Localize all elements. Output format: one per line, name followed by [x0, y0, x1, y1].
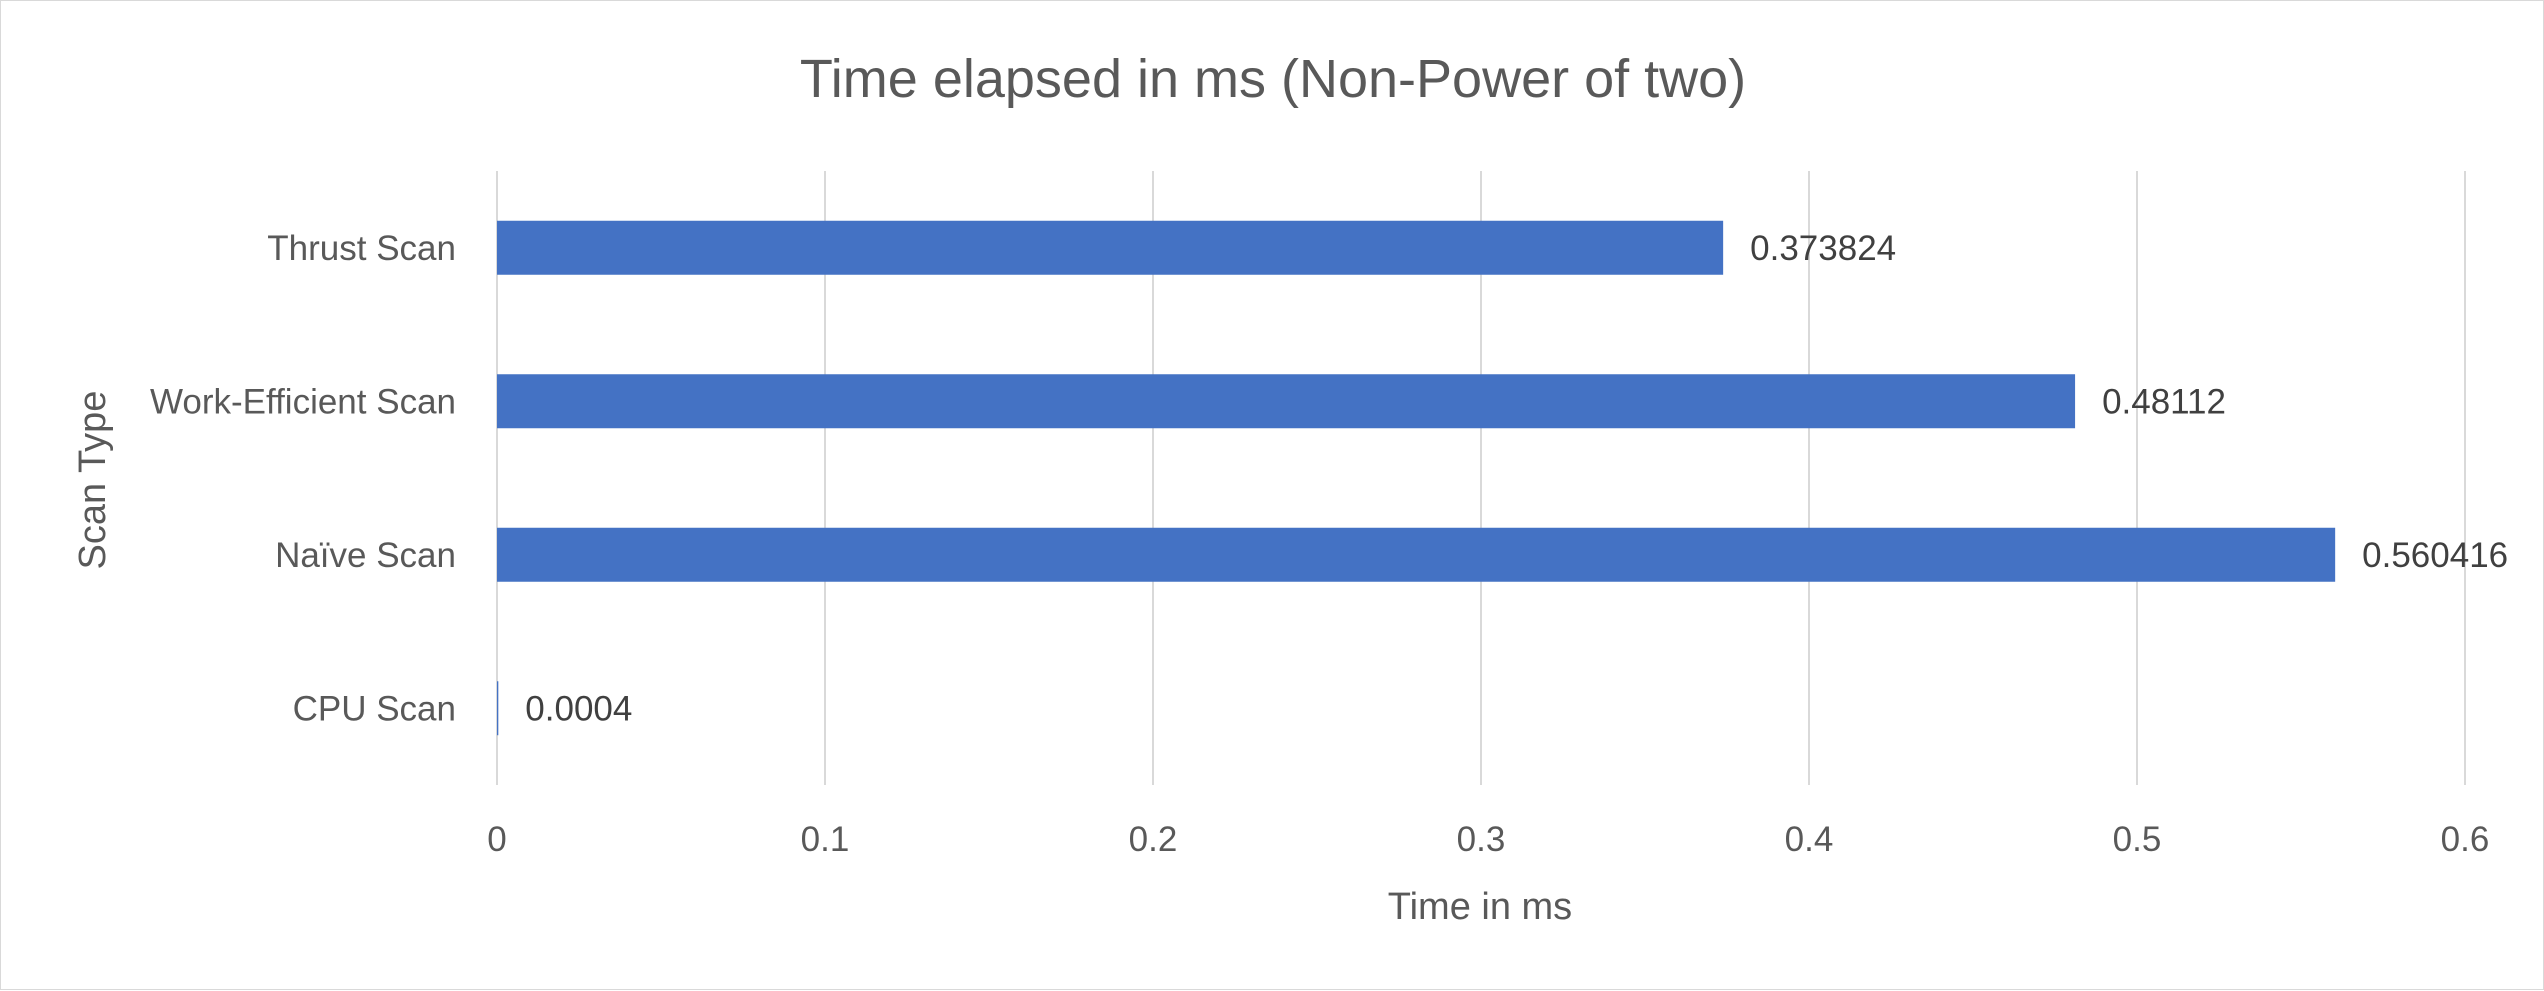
x-tick-label-6: 0.6 — [2441, 820, 2490, 859]
data-labels: 0.373824 0.48112 0.560416 0.0004 — [525, 229, 2508, 729]
y-tick-label-3: CPU Scan — [293, 689, 456, 728]
x-tick-label-5: 0.5 — [2113, 820, 2162, 859]
bar-2 — [497, 527, 2336, 582]
x-tick-label-1: 0.1 — [801, 820, 850, 859]
y-tick-label-1: Work-Efficient Scan — [150, 382, 456, 421]
chart-title: Time elapsed in ms (Non-Power of two) — [800, 49, 1746, 109]
y-axis-title: Scan Type — [72, 391, 114, 570]
y-tick-label-2: Naïve Scan — [275, 536, 456, 575]
data-label-3: 0.0004 — [525, 689, 632, 728]
data-label-1: 0.48112 — [2102, 382, 2226, 421]
x-tick-label-0: 0 — [487, 820, 506, 859]
x-tick-label-3: 0.3 — [1457, 820, 1506, 859]
x-axis-ticks: 0 0.1 0.2 0.3 0.4 0.5 0.6 — [487, 820, 2489, 859]
x-tick-label-4: 0.4 — [1785, 820, 1834, 859]
bars — [497, 220, 2336, 736]
bar-0 — [497, 220, 1724, 275]
bar-3 — [497, 681, 499, 736]
data-label-2: 0.560416 — [2362, 536, 2508, 575]
x-axis-title: Time in ms — [1388, 886, 1572, 928]
bar-1 — [497, 374, 2076, 429]
y-tick-label-0: Thrust Scan — [267, 229, 456, 268]
y-axis-ticks: Thrust Scan Work-Efficient Scan Naïve Scan… — [150, 229, 456, 729]
x-tick-label-2: 0.2 — [1129, 820, 1178, 859]
data-label-0: 0.373824 — [1750, 229, 1896, 268]
